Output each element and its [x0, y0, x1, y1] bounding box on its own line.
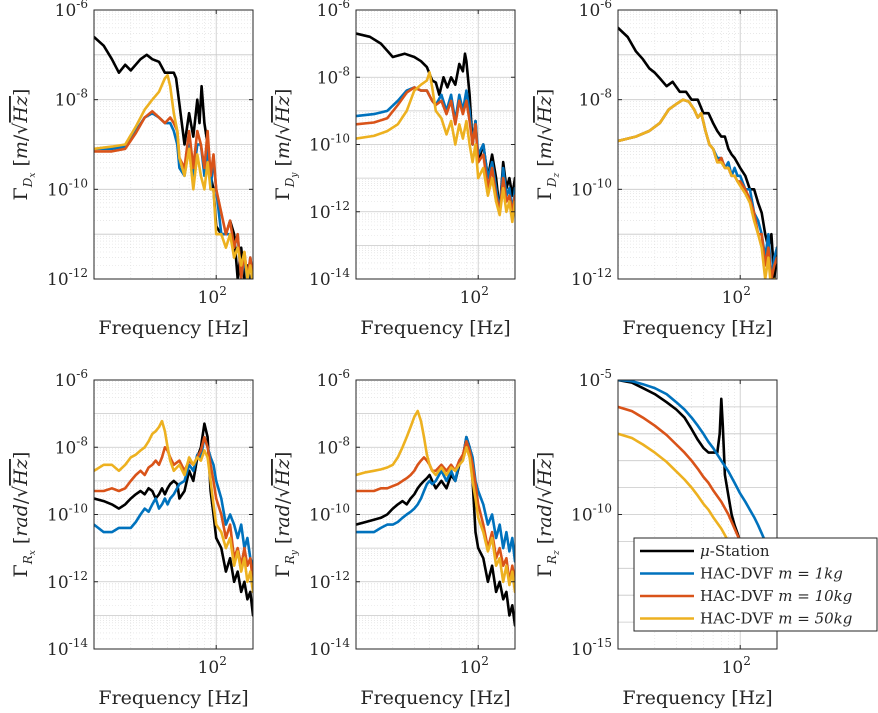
y-tick-label: 10-8 — [55, 434, 88, 458]
y-tick-label: 10-12 — [47, 266, 88, 290]
axes-box — [617, 9, 778, 280]
y-tick-label: 10-12 — [309, 569, 350, 593]
y-tick-label: 10-12 — [571, 266, 612, 290]
ticks — [94, 9, 253, 280]
legend-entry-hac-1kg: HAC-DVF m = 1kg — [640, 565, 843, 583]
series-line-hac-1kg — [618, 380, 770, 551]
ticks — [356, 9, 515, 280]
legend-entry-hac-10kg: HAC-DVF m = 10kg — [640, 587, 852, 605]
y-tick-label: 10-10 — [47, 502, 88, 526]
y-tick-label: 10-10 — [571, 502, 612, 526]
y-tick-label: 10-5 — [579, 367, 612, 391]
series-group — [356, 32, 515, 224]
y-tick-label: 10-8 — [317, 64, 350, 88]
y-tick-label: 10-6 — [317, 367, 350, 391]
series-line-hac-10kg — [618, 405, 752, 562]
y-tick-label: 10-6 — [579, 0, 612, 21]
y-axis-label: ΓRz [rad/√Hz] — [534, 452, 562, 578]
legend-label: HAC-DVF m = 50kg — [700, 610, 852, 628]
legend-entry-mu-station: μ-Station — [640, 542, 770, 560]
series-line-hac-10kg — [94, 110, 253, 279]
subplot-2: 10-14 10-12 10-10 10-8 10-6 102 Frequency [Hz]… — [272, 0, 516, 339]
y-axis-label: ΓDy [m/√Hz] — [272, 89, 300, 201]
series-line-mu-station — [356, 435, 515, 627]
y-tick-label: 10-14 — [309, 266, 350, 290]
ticks — [618, 9, 777, 280]
y-tick-label: 10-12 — [309, 199, 350, 223]
x-axis-label: Frequency [Hz] — [98, 687, 248, 709]
x-axis-label: Frequency [Hz] — [622, 317, 772, 339]
y-tick-label: 10-10 — [309, 132, 350, 156]
series-group — [618, 380, 770, 570]
axes-box — [93, 9, 254, 280]
x-axis-label: Frequency [Hz] — [360, 687, 510, 709]
x-tick-label: 102 — [722, 654, 751, 678]
series-group — [356, 409, 515, 627]
grid — [618, 10, 777, 279]
series-line-hac-50kg — [356, 409, 515, 594]
y-tick-label: 10-6 — [55, 0, 88, 21]
y-tick-label: 10-8 — [317, 434, 350, 458]
x-tick-label: 102 — [198, 654, 227, 678]
y-tick-label: 10-15 — [571, 636, 612, 660]
y-tick-label: 10-10 — [571, 176, 612, 200]
ticks — [356, 379, 515, 650]
series-line-hac-50kg — [94, 74, 253, 279]
subplot-4: 10-14 10-12 10-10 10-8 10-6 102 Frequency [Hz]… — [10, 367, 254, 709]
legend-label: μ-Station — [700, 542, 770, 560]
subplot-5: 10-14 10-12 10-10 10-8 10-6 102 Frequency [Hz]… — [272, 367, 516, 709]
y-tick-label: 10-6 — [55, 367, 88, 391]
y-tick-label: 10-6 — [317, 0, 350, 21]
subplot-1: 10-12 10-10 10-8 10-6 102 Frequency [Hz] ΓDx [… — [10, 0, 254, 339]
x-tick-label: 102 — [722, 284, 751, 308]
y-axis-label: ΓRy [rad/√Hz] — [272, 452, 300, 578]
grid — [356, 380, 515, 649]
series-line-hac-50kg — [94, 419, 253, 594]
y-tick-label: 10-10 — [47, 176, 88, 200]
x-tick-label: 102 — [460, 654, 489, 678]
series-line-hac-50kg — [618, 432, 742, 570]
y-axis-label: ΓRx [rad/√Hz] — [10, 452, 38, 578]
series-group — [94, 35, 253, 279]
subplot-3: 10-12 10-10 10-8 10-6 102 Frequency [Hz] ΓDz [… — [534, 0, 778, 339]
y-tick-label: 10-14 — [309, 636, 350, 660]
series-group — [94, 419, 253, 617]
legend: μ-Station HAC-DVF m = 1kg HAC-DVF m = 10kg… — [633, 537, 878, 632]
ticks — [618, 379, 777, 650]
series-line-hac-1kg — [356, 435, 515, 563]
series-line-hac-1kg — [94, 435, 253, 567]
series-line-hac-50kg — [356, 71, 515, 224]
y-axis-label: ΓDx [m/√Hz] — [10, 89, 38, 201]
y-tick-label: 10-8 — [579, 87, 612, 111]
y-tick-label: 10-14 — [47, 636, 88, 660]
x-axis-label: Frequency [Hz] — [622, 687, 772, 709]
y-tick-label: 10-8 — [55, 87, 88, 111]
series-line-mu-station — [618, 26, 777, 279]
series-line-hac-50kg — [618, 98, 776, 279]
x-axis-label: Frequency [Hz] — [98, 317, 248, 339]
legend-label: HAC-DVF m = 10kg — [700, 587, 852, 605]
x-tick-label: 102 — [198, 284, 227, 308]
y-axis-label: ΓDz [m/√Hz] — [534, 89, 562, 201]
legend-label: HAC-DVF m = 1kg — [700, 565, 843, 583]
legend-entry-hac-50kg: HAC-DVF m = 50kg — [640, 610, 852, 628]
y-tick-label: 10-12 — [47, 569, 88, 593]
x-axis-label: Frequency [Hz] — [360, 317, 510, 339]
legend-box — [633, 537, 878, 632]
y-tick-label: 10-10 — [309, 502, 350, 526]
ticks — [94, 379, 253, 650]
grid — [356, 10, 515, 279]
x-tick-label: 102 — [460, 284, 489, 308]
series-line-mu-station — [94, 422, 253, 617]
series-group — [618, 26, 777, 279]
